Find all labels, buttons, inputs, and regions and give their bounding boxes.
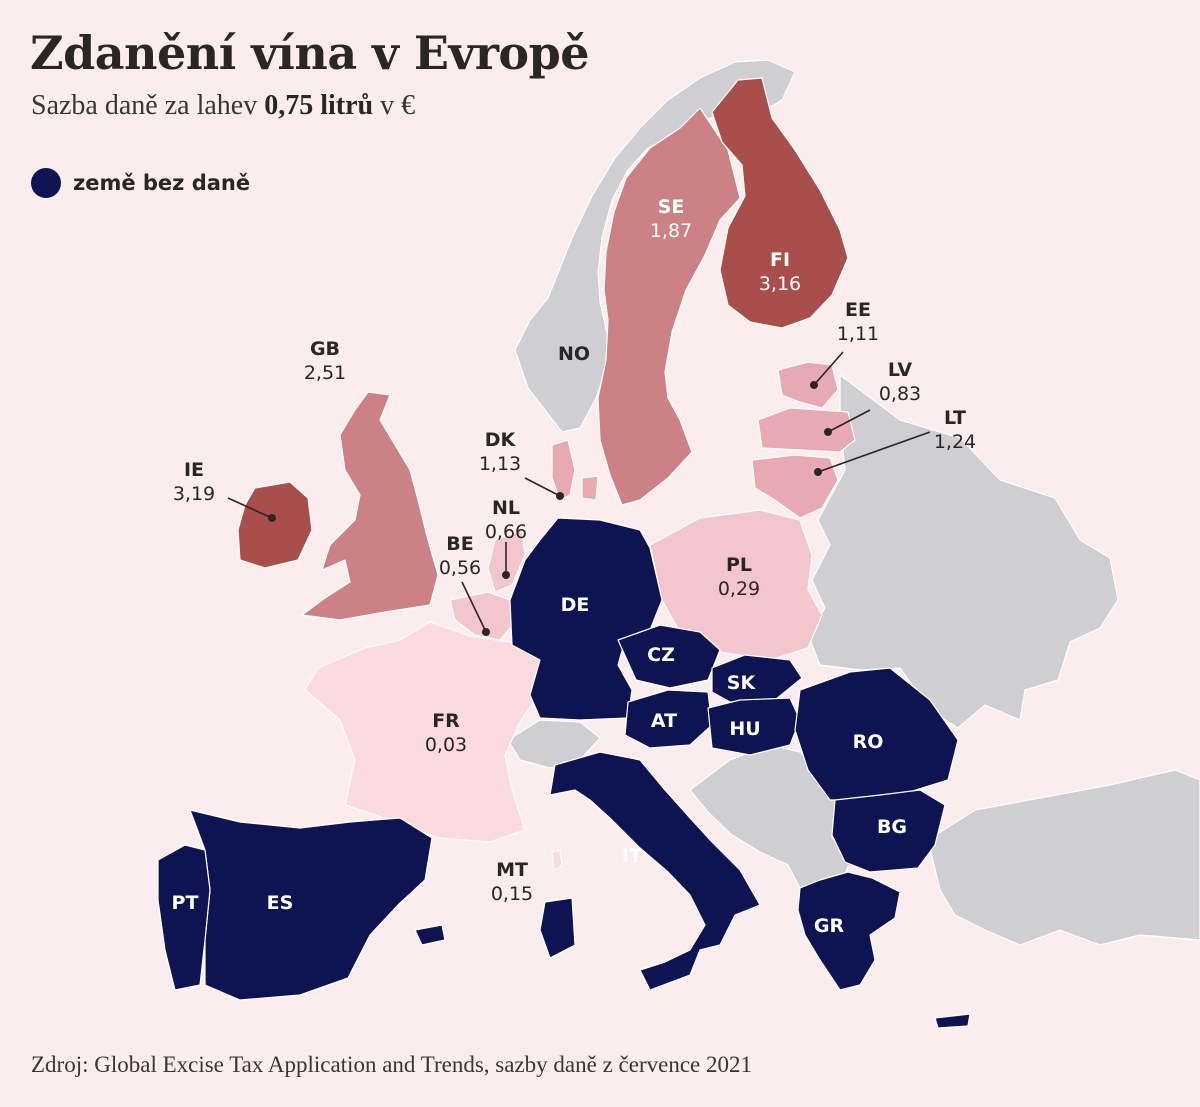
country-value-pl: 0,29 <box>718 578 760 600</box>
country-code-be: BE <box>446 533 473 555</box>
country-code-de: DE <box>561 594 590 616</box>
country-dk <box>551 439 599 501</box>
country-value-lv: 0,83 <box>879 383 921 405</box>
country-fi <box>711 77 849 329</box>
country-code-ie: IE <box>184 459 204 481</box>
country-value-ee: 1,11 <box>837 323 879 345</box>
legend-label: země bez daně <box>73 171 251 195</box>
source-note: Zdroj: Global Excise Tax Application and… <box>31 1052 752 1077</box>
country-at <box>624 689 713 749</box>
country-gb <box>301 391 439 621</box>
country-code-pl: PL <box>726 554 752 576</box>
country-code-fi: FI <box>770 249 790 271</box>
country-code-se: SE <box>658 196 685 218</box>
country-ro <box>794 667 959 801</box>
country-sk <box>711 654 803 703</box>
country-code-cz: CZ <box>647 644 675 666</box>
country-be <box>449 591 516 641</box>
country-balkans <box>689 744 853 893</box>
country-value-ie: 3,19 <box>173 483 215 505</box>
country-value-nl: 0,66 <box>485 521 527 543</box>
country-value-se: 1,87 <box>650 220 692 242</box>
country-code-no: NO <box>558 343 590 365</box>
country-code-at: AT <box>651 710 677 732</box>
country-code-gr: GR <box>814 915 845 937</box>
country-se <box>597 107 741 506</box>
country-fr <box>304 621 541 843</box>
country-value-dk: 1,13 <box>479 453 521 475</box>
country-code-mt: MT <box>496 859 528 881</box>
country-ie <box>237 481 313 569</box>
country-bg <box>831 789 946 873</box>
country-code-lv: LV <box>888 359 912 381</box>
country-value-fi: 3,16 <box>759 273 801 295</box>
country-code-lt: LT <box>944 407 966 429</box>
country-code-ro: RO <box>853 731 884 753</box>
country-de <box>509 517 663 721</box>
country-code-ee: EE <box>845 299 871 321</box>
country-eastern-europe <box>807 374 1119 729</box>
country-switzerland <box>507 719 601 769</box>
country-value-be: 0,56 <box>439 557 481 579</box>
country-lv <box>757 407 856 453</box>
country-value-lt: 1,24 <box>934 431 976 453</box>
country-code-nl: NL <box>492 497 520 519</box>
country-gr <box>797 871 971 1029</box>
map-title: Zdanění vína v Evropě <box>30 26 590 80</box>
country-code-fr: FR <box>432 710 460 732</box>
country-code-sk: SK <box>727 672 757 694</box>
country-code-pt: PT <box>172 892 199 914</box>
country-turkey <box>927 769 1200 946</box>
country-value-gb: 2,51 <box>304 362 346 384</box>
country-cz <box>617 624 721 689</box>
country-code-es: ES <box>267 892 294 914</box>
country-mt <box>551 849 563 871</box>
map-subtitle: Sazba daně za lahev 0,75 litrů v € <box>31 90 416 121</box>
country-hu <box>707 697 801 756</box>
country-es <box>189 809 446 1001</box>
country-ee <box>777 361 839 409</box>
country-pt <box>157 844 211 991</box>
country-value-fr: 0,03 <box>425 734 467 756</box>
legend-dot-no-tax <box>31 168 61 198</box>
country-code-it: IT <box>622 845 642 867</box>
country-value-mt: 0,15 <box>491 883 533 905</box>
country-code-bg: BG <box>877 816 907 838</box>
country-code-hu: HU <box>729 718 760 740</box>
legend: země bez daně <box>31 168 250 198</box>
country-code-gb: GB <box>310 338 340 360</box>
leader-lines <box>227 351 931 633</box>
country-it <box>539 751 761 991</box>
country-code-dk: DK <box>485 429 517 451</box>
country-norway <box>514 59 796 433</box>
leader-dots <box>268 381 832 636</box>
